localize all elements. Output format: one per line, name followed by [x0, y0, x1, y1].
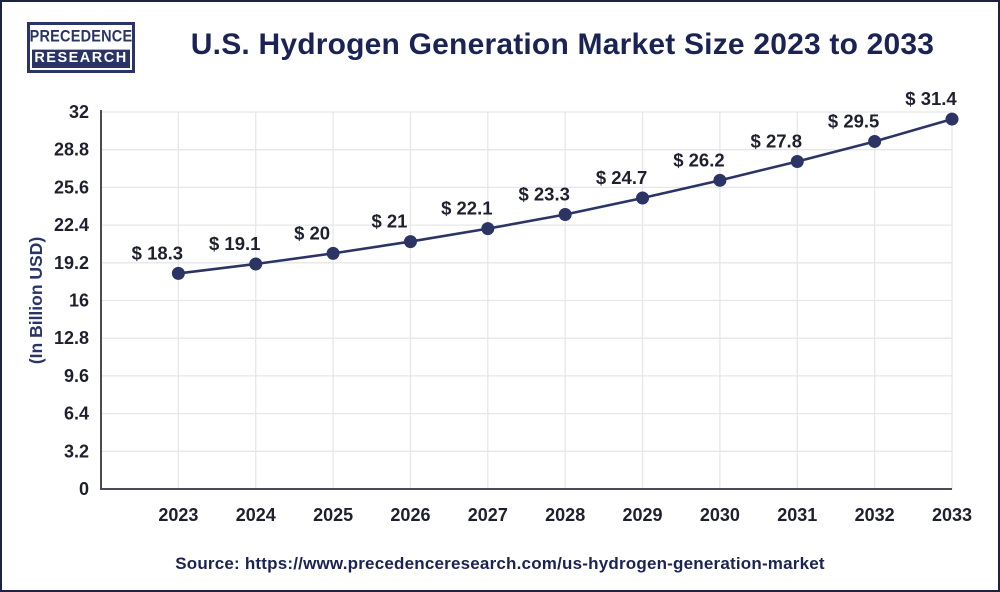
- data-point-marker[interactable]: [945, 112, 959, 126]
- data-point-label: $ 29.5: [828, 110, 879, 131]
- data-point-label: $ 22.1: [441, 198, 492, 219]
- data-point-marker[interactable]: [558, 207, 572, 221]
- data-point-label: $ 21: [371, 211, 407, 232]
- x-tick-label: 2024: [236, 505, 276, 525]
- data-point-label: $ 26.2: [673, 149, 724, 170]
- y-tick-label: 16: [69, 291, 89, 311]
- data-point-marker[interactable]: [868, 134, 882, 148]
- source-link-text[interactable]: Source: https://www.precedenceresearch.c…: [175, 554, 825, 573]
- y-tick-label: 3.2: [64, 441, 89, 461]
- x-tick-label: 2027: [468, 505, 508, 525]
- logo-line-precedence: PRECEDENCE: [30, 25, 132, 50]
- data-point-label: $ 18.3: [132, 242, 183, 263]
- y-tick-label: 19.2: [54, 253, 89, 273]
- data-point-label: $ 19.1: [209, 233, 260, 254]
- y-tick-label: 12.8: [54, 328, 89, 348]
- data-point-marker[interactable]: [636, 191, 650, 205]
- data-point-marker[interactable]: [171, 266, 185, 280]
- chart-title: U.S. Hydrogen Generation Market Size 202…: [190, 28, 935, 61]
- x-tick-label: 2029: [623, 505, 663, 525]
- data-point-label: $ 24.7: [596, 167, 647, 188]
- y-tick-label: 6.4: [64, 404, 89, 424]
- data-point-marker[interactable]: [249, 257, 263, 271]
- x-tick-label: 2030: [700, 505, 740, 525]
- y-tick-label: 9.6: [64, 366, 89, 386]
- gridlines: [101, 111, 953, 489]
- data-point-marker[interactable]: [713, 173, 727, 187]
- series-markers: [171, 112, 959, 280]
- data-point-label: $ 31.4: [905, 88, 957, 109]
- logo-line-research: RESEARCH: [32, 47, 130, 68]
- x-tick-label: 2028: [545, 505, 585, 525]
- x-tick-label: 2032: [855, 505, 895, 525]
- data-point-label: $ 27.8: [751, 130, 802, 151]
- y-tick-label: 25.6: [54, 177, 89, 197]
- y-axis-tick-labels: 0 3.2 6.4 9.6 12.8 16 19.2 22.4 25.6 28.8 32: [54, 102, 89, 499]
- y-tick-label: 0: [79, 479, 89, 499]
- x-tick-label: 2033: [932, 505, 972, 525]
- data-point-label: $ 20: [294, 222, 330, 243]
- y-axis-title: (In Billion USD): [26, 237, 46, 364]
- data-point-labels: $ 18.3 $ 19.1 $ 20 $ 21 $ 22.1 $ 23.3 $ 24.7 $ …: [132, 88, 958, 263]
- data-point-label: $ 23.3: [518, 183, 569, 204]
- x-tick-label: 2031: [777, 505, 817, 525]
- data-point-marker[interactable]: [326, 246, 340, 260]
- data-point-marker[interactable]: [790, 154, 804, 168]
- y-tick-label: 22.4: [54, 215, 89, 235]
- x-axis-tick-labels: 2023 2024 2025 2026 2027 2028 2029 2030 2031 2032…: [158, 505, 972, 525]
- y-tick-label: 28.8: [54, 140, 89, 160]
- data-point-marker[interactable]: [403, 235, 417, 249]
- x-tick-label: 2023: [158, 505, 198, 525]
- x-tick-label: 2026: [390, 505, 430, 525]
- data-point-marker[interactable]: [481, 222, 495, 236]
- y-tick-label: 32: [69, 102, 89, 122]
- x-tick-label: 2025: [313, 505, 353, 525]
- precedence-research-logo: PRECEDENCE RESEARCH: [27, 22, 135, 73]
